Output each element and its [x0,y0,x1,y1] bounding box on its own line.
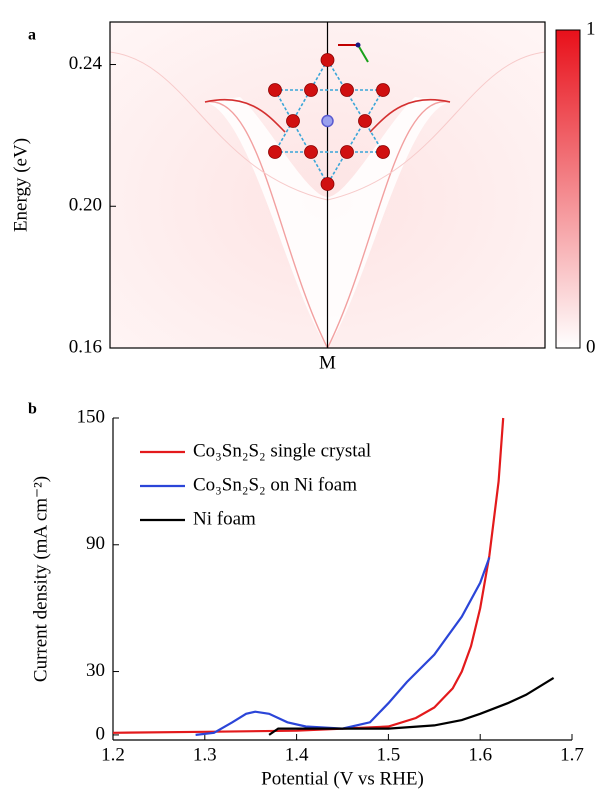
atom [340,145,354,159]
colorbar-tick-label: 1 [586,18,596,39]
lattice-bond [274,59,329,153]
x-tick-label: 1.7 [560,744,584,765]
series-line [195,557,491,736]
legend-label: Ni foam [193,508,256,529]
x-tick-label: 1.4 [285,744,309,765]
arrow [357,44,369,63]
lattice-bond [326,89,384,185]
panel-label: a [28,27,36,44]
y-tick-label: 150 [77,406,106,427]
arrow-origin [355,42,361,48]
center-atom [321,114,334,128]
series-line [268,676,555,736]
lattice-bond [274,89,329,185]
atom [376,83,390,97]
x-axis-label: Potential (V vs RHE) [261,768,424,789]
band [204,101,451,349]
legend-label: Co₃Sn₂S₂ on Ni foam [193,474,357,495]
x-tick-label: M [319,352,336,373]
atom [320,53,335,67]
colorbar-tick-label: 0 [586,336,596,357]
legend-label: Co₃Sn₂S₂ single crystal [193,440,371,461]
atom [376,145,390,159]
panel-a: 0.16 0.20 0.24 M Energy (eV) a 0 1 [10,18,595,373]
x-tick-label: 1.5 [377,744,401,765]
y-tick-label: 0.16 [69,336,102,357]
colorbar [555,29,581,349]
x-tick-label: 1.3 [193,744,217,765]
y-tick-label: 0 [96,723,106,744]
band [204,99,451,133]
panel-label: b [28,401,37,418]
y-tick-label: 90 [86,533,105,554]
atom [304,83,318,97]
panel-b: 0 30 90 150 1.2 1.3 1.4 1.5 1.6 1.7 Co₃Sn₂S₂ singl… [28,401,584,790]
x-tick-label: 1.2 [101,744,125,765]
x-tick-label: 1.6 [468,744,492,765]
atom [268,83,282,97]
atom [320,177,335,191]
atom [304,145,318,159]
atom [358,114,372,128]
atom [286,114,300,128]
y-axis-label: Energy (eV) [10,138,31,232]
lattice-bond [326,59,384,153]
y-tick-label: 0.24 [69,53,103,74]
atom [340,83,354,97]
atom [268,145,282,159]
series-line [112,417,505,734]
y-axis-label: Current density (mA cm⁻²) [30,476,51,682]
y-tick-label: 0.20 [69,195,102,216]
plot-frame [109,21,546,349]
y-tick-label: 30 [86,660,105,681]
